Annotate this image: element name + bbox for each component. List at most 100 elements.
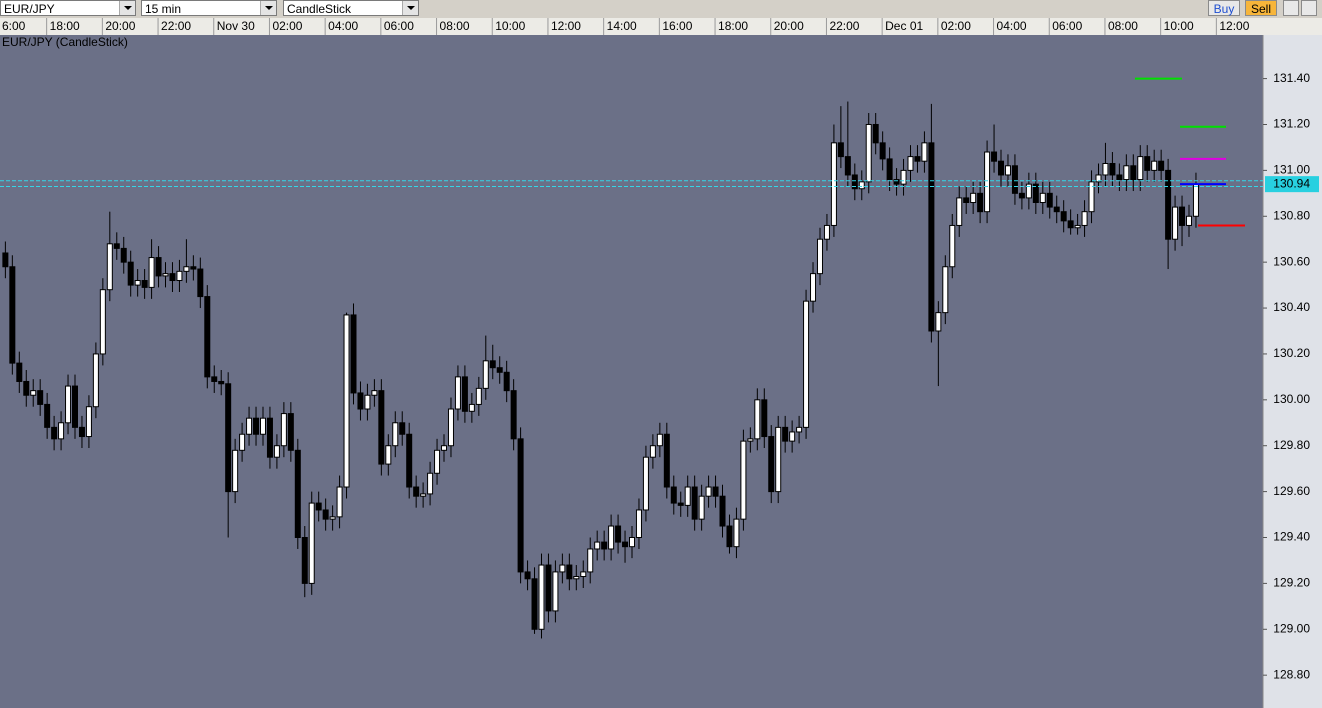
candle-body [684,486,691,506]
symbol: EUR/JPY [4,2,55,16]
candle-body [1102,162,1109,176]
style-select[interactable]: CandleStick [283,0,419,16]
x-tick-label: 06:00 [384,19,414,33]
y-tick-label: 130.60 [1273,254,1310,268]
candle-body [1123,165,1130,181]
candle-body [2,252,9,268]
candle-body [392,422,399,447]
candle-body [810,273,817,302]
interval-select[interactable]: 15 min [141,0,277,16]
candle-body [232,449,239,493]
candle-body [413,486,420,497]
candle-body [1151,160,1158,171]
x-tick-label: 22:00 [829,19,859,33]
candle-body [851,174,858,190]
candle-body [816,238,823,275]
candle-body [44,403,51,428]
draw-button[interactable] [1301,0,1317,16]
candle-body [378,390,385,465]
plot-area [0,35,1263,708]
candle-body [566,564,573,580]
candle-body [656,433,663,447]
x-tick-label: 02:00 [272,19,302,33]
y-tick-label: 129.60 [1273,484,1310,498]
candle-body [740,440,747,520]
candle-body [183,266,190,272]
candle-body [594,541,601,550]
candle-body [921,142,928,162]
candle-body [803,300,810,428]
symbol-select[interactable]: EUR/JPY [0,0,136,16]
candle-body [1046,192,1053,208]
tool-button[interactable] [1283,0,1299,16]
candle-body [127,261,134,286]
candle-body [775,426,782,493]
candle-body [23,380,30,396]
x-tick-label: 18:00 [718,19,748,33]
candle-body [691,486,698,520]
candle-body [441,445,448,451]
interval: 15 min [145,2,182,16]
candle-body [670,486,677,504]
candle-body [239,433,246,451]
x-tick-label: 14:00 [607,19,637,33]
candle-body [956,197,963,226]
sell-button[interactable]: Sell [1245,0,1277,16]
x-tick-label: 02:00 [941,19,971,33]
candle-body [190,266,197,270]
candle-body [65,385,72,424]
candle-body [677,502,684,506]
candle-body [1081,211,1088,226]
candle-body [51,426,58,440]
last-price-label: 130.94 [1273,176,1310,190]
candle-body [698,495,705,520]
candle-body [454,376,461,410]
candle-body [1172,206,1179,240]
candle-body [517,438,524,573]
candle-body [399,422,406,435]
buy-button[interactable]: Buy [1208,0,1240,16]
candle-body [343,314,350,488]
candle-body [935,312,942,332]
candle-body [350,314,357,394]
candle-body [789,431,796,442]
candle-body [663,433,670,488]
candle-body [1186,215,1193,226]
candle-body [273,445,280,458]
candle-body [886,158,893,181]
candle-body [865,123,872,183]
candle-body [218,380,225,385]
candle-body [1137,156,1144,181]
candle-body [99,289,106,355]
y-tick-label: 130.80 [1273,208,1310,222]
candle-body [545,564,552,612]
candle-body [907,156,914,171]
toolbar: EUR/JPY 15 min CandleStick Buy Sell [0,0,1322,18]
x-tick-label: 04:00 [997,19,1027,33]
candle-body [357,392,364,410]
candle-body [712,486,719,497]
candle-body [991,151,998,162]
candle-body [587,548,594,573]
candle-body [294,449,301,539]
candle-body [406,433,413,488]
candle-body [601,541,608,550]
candle-body [823,224,830,240]
candle-body [900,169,907,185]
y-tick-label: 129.80 [1273,438,1310,452]
x-tick-label: 22:00 [161,19,191,33]
candle-body [434,449,441,474]
candle-body [879,142,886,160]
candle-body [197,268,204,298]
candle-body [573,576,580,580]
candle-body [155,257,162,277]
candle-body [1095,174,1102,183]
candle-body [169,273,176,282]
candle-body [538,564,545,630]
candle-body [635,509,642,539]
candle-body [489,360,496,369]
x-tick-label: 20:00 [774,19,804,33]
y-tick-label: 128.80 [1273,667,1310,681]
x-tick-label: 08:00 [440,19,470,33]
